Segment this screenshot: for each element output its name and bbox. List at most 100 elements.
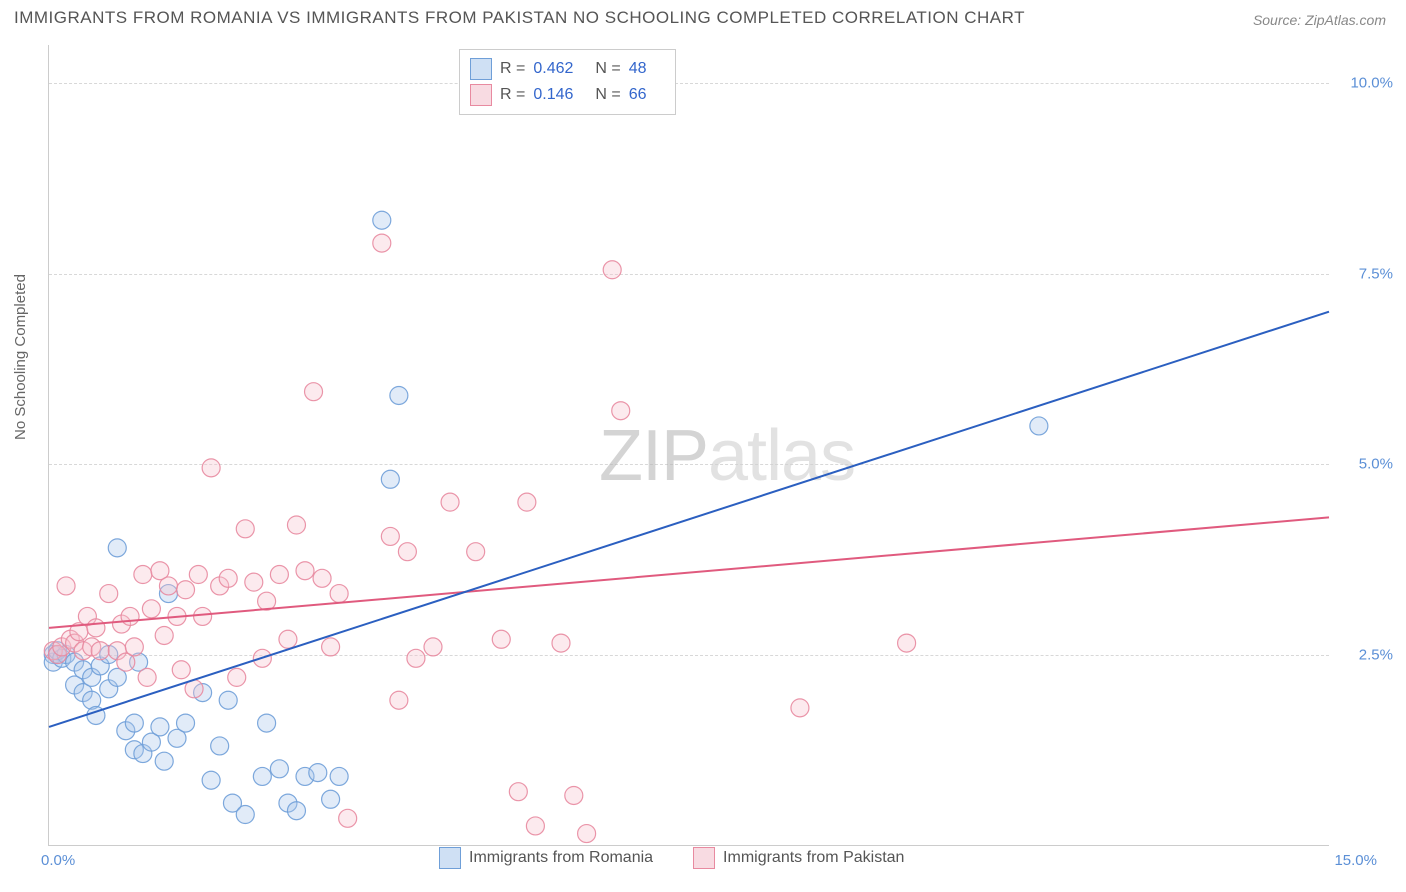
data-point-romania <box>270 760 288 778</box>
data-point-pakistan <box>898 634 916 652</box>
data-point-pakistan <box>270 566 288 584</box>
n-value-romania: 48 <box>629 56 647 82</box>
data-point-pakistan <box>509 783 527 801</box>
data-point-pakistan <box>121 607 139 625</box>
swatch-romania <box>470 58 492 80</box>
data-point-romania <box>202 771 220 789</box>
data-point-pakistan <box>194 607 212 625</box>
data-point-pakistan <box>57 577 75 595</box>
data-point-pakistan <box>177 581 195 599</box>
data-point-romania <box>287 802 305 820</box>
bottom-legend: Immigrants from Romania Immigrants from … <box>439 847 904 869</box>
data-point-pakistan <box>390 691 408 709</box>
data-point-pakistan <box>279 630 297 648</box>
data-point-pakistan <box>134 566 152 584</box>
data-point-pakistan <box>441 493 459 511</box>
r-label: R = <box>500 82 525 108</box>
stats-row-romania: R = 0.462 N = 48 <box>470 56 661 82</box>
data-point-pakistan <box>373 234 391 252</box>
data-point-romania <box>219 691 237 709</box>
legend-label-pakistan: Immigrants from Pakistan <box>723 849 904 867</box>
swatch-pakistan <box>470 84 492 106</box>
data-point-pakistan <box>791 699 809 717</box>
legend-swatch-pakistan <box>693 847 715 869</box>
data-point-romania <box>322 790 340 808</box>
plot-area: 2.5%5.0%7.5%10.0% ZIPatlas R = 0.462 N =… <box>48 45 1329 846</box>
data-point-pakistan <box>202 459 220 477</box>
data-point-pakistan <box>296 562 314 580</box>
data-point-pakistan <box>492 630 510 648</box>
data-point-pakistan <box>565 786 583 804</box>
data-point-pakistan <box>125 638 143 656</box>
data-point-romania <box>330 767 348 785</box>
data-point-pakistan <box>339 809 357 827</box>
scatter-svg <box>49 45 1329 845</box>
data-point-pakistan <box>228 668 246 686</box>
data-point-pakistan <box>322 638 340 656</box>
data-point-pakistan <box>313 569 331 587</box>
data-point-pakistan <box>398 543 416 561</box>
data-point-pakistan <box>526 817 544 835</box>
data-point-pakistan <box>552 634 570 652</box>
data-point-pakistan <box>407 649 425 667</box>
data-point-pakistan <box>603 261 621 279</box>
data-point-pakistan <box>100 585 118 603</box>
data-point-pakistan <box>518 493 536 511</box>
trend-line-romania <box>49 312 1329 727</box>
data-point-romania <box>108 539 126 557</box>
data-point-pakistan <box>159 577 177 595</box>
legend-label-romania: Immigrants from Romania <box>469 849 653 867</box>
data-point-pakistan <box>287 516 305 534</box>
x-tick-label: 0.0% <box>41 852 75 869</box>
data-point-romania <box>373 211 391 229</box>
data-point-romania <box>125 714 143 732</box>
data-point-romania <box>381 470 399 488</box>
data-point-pakistan <box>219 569 237 587</box>
data-point-pakistan <box>467 543 485 561</box>
data-point-romania <box>309 764 327 782</box>
stats-row-pakistan: R = 0.146 N = 66 <box>470 82 661 108</box>
data-point-romania <box>177 714 195 732</box>
data-point-pakistan <box>155 626 173 644</box>
data-point-romania <box>155 752 173 770</box>
r-value-romania: 0.462 <box>533 56 573 82</box>
legend-item-romania: Immigrants from Romania <box>439 847 653 869</box>
data-point-romania <box>236 806 254 824</box>
n-value-pakistan: 66 <box>629 82 647 108</box>
y-tick-label: 10.0% <box>1350 75 1393 92</box>
data-point-pakistan <box>381 527 399 545</box>
x-tick-label: 15.0% <box>1334 852 1377 869</box>
data-point-pakistan <box>612 402 630 420</box>
data-point-romania <box>1030 417 1048 435</box>
chart-title: IMMIGRANTS FROM ROMANIA VS IMMIGRANTS FR… <box>14 8 1025 28</box>
legend-swatch-romania <box>439 847 461 869</box>
data-point-pakistan <box>87 619 105 637</box>
data-point-pakistan <box>305 383 323 401</box>
data-point-romania <box>390 386 408 404</box>
data-point-pakistan <box>236 520 254 538</box>
data-point-pakistan <box>245 573 263 591</box>
y-tick-label: 7.5% <box>1359 265 1393 282</box>
n-label: N = <box>595 82 620 108</box>
data-point-romania <box>211 737 229 755</box>
data-point-romania <box>151 718 169 736</box>
n-label: N = <box>595 56 620 82</box>
y-tick-label: 2.5% <box>1359 646 1393 663</box>
data-point-pakistan <box>172 661 190 679</box>
data-point-pakistan <box>142 600 160 618</box>
data-point-pakistan <box>578 825 596 843</box>
y-axis-label: No Schooling Completed <box>12 274 29 440</box>
data-point-pakistan <box>189 566 207 584</box>
r-value-pakistan: 0.146 <box>533 82 573 108</box>
data-point-pakistan <box>330 585 348 603</box>
data-point-pakistan <box>258 592 276 610</box>
r-label: R = <box>500 56 525 82</box>
chart-container: IMMIGRANTS FROM ROMANIA VS IMMIGRANTS FR… <box>0 0 1406 892</box>
data-point-pakistan <box>91 642 109 660</box>
y-tick-label: 5.0% <box>1359 456 1393 473</box>
data-point-romania <box>253 767 271 785</box>
data-point-pakistan <box>424 638 442 656</box>
legend-item-pakistan: Immigrants from Pakistan <box>693 847 904 869</box>
source-label: Source: ZipAtlas.com <box>1253 12 1386 28</box>
stats-legend-box: R = 0.462 N = 48 R = 0.146 N = 66 <box>459 49 676 115</box>
